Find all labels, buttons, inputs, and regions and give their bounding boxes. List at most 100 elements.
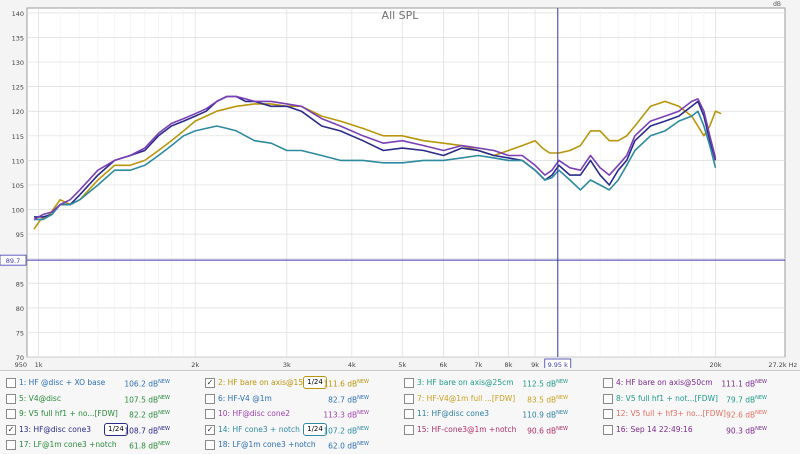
legend-panel: 1: HF @disc + XO base 106.2 dBNEW ✓ 2: HF b… — [0, 370, 800, 454]
legend-value: 110.9 dBNEW — [522, 410, 568, 420]
x-tick-label: 950 — [15, 361, 27, 368]
legend-value: 90.6 dBNEW — [527, 425, 568, 436]
chart-svg[interactable]: 707580859095100105110115120125130135140 … — [0, 0, 800, 370]
legend-checkbox[interactable] — [603, 424, 613, 435]
legend-value: 111.6 dBNEW — [323, 379, 369, 389]
legend-label: 9: V5 full hf1 + no...[FDW] — [19, 409, 118, 418]
legend-checkbox[interactable]: ✓ — [205, 378, 215, 388]
x-tick-label: 8k — [505, 361, 513, 368]
legend-value: 82.7 dBNEW — [328, 394, 369, 405]
legend-checkbox[interactable] — [404, 424, 414, 435]
legend-label: 11: HF@disc cone3 — [417, 409, 490, 418]
legend-checkbox[interactable] — [205, 409, 215, 419]
legend-item[interactable]: 7: HF-V4@1m full ...[FDW] 83.5 dBNEW — [404, 391, 594, 406]
legend-item[interactable]: 12: V5 full + hf3+ no...[FDW] 92.6 dBNEW — [603, 406, 793, 421]
legend-label: 8: V5 full hf1 + not...[FDW] — [616, 393, 718, 403]
legend-item[interactable]: 18: LF@1m cone3 +notch 62.0 dBNEW — [205, 437, 395, 452]
legend-item[interactable]: 15: HF-cone3@1m +notch 90.6 dBNEW — [404, 422, 594, 437]
new-badge: NEW — [755, 394, 767, 401]
legend-label: 13: HF@disc cone3 — [19, 424, 92, 434]
new-badge: NEW — [357, 379, 369, 385]
legend-checkbox[interactable] — [6, 393, 16, 404]
legend-item[interactable]: 17: LF@1m cone3 +notch 61.8 dBNEW — [6, 437, 196, 452]
cursor-x-readout: 9.95 k — [548, 361, 569, 368]
legend-item[interactable]: 11: HF@disc cone3 110.9 dBNEW — [404, 406, 594, 421]
new-badge: NEW — [755, 425, 767, 432]
smoothing-badge[interactable]: 1/24 — [104, 422, 128, 436]
legend-value: 111.1 dBNEW — [721, 379, 767, 389]
legend-label: 18: LF@1m cone3 +notch — [218, 440, 316, 449]
series-line-1[interactable] — [33, 100, 722, 230]
spl-chart[interactable]: 707580859095100105110115120125130135140 … — [0, 0, 800, 370]
series-line-4[interactable] — [33, 95, 717, 221]
cursor: 89.7 9.95 k — [0, 8, 785, 370]
new-badge: NEW — [158, 394, 170, 401]
legend-value: 107.5 dBNEW — [124, 394, 170, 405]
legend-item[interactable]: 3: HF bare on axis@25cm 112.5 dBNEW — [404, 375, 594, 390]
legend-item[interactable]: 1: HF @disc + XO base 106.2 dBNEW — [6, 375, 196, 390]
smoothing-badge[interactable]: 1/24 — [303, 376, 327, 389]
y-tick-label: 135 — [12, 34, 24, 42]
legend-value: 113.3 dBNEW — [323, 410, 369, 420]
legend-item[interactable]: 9: V5 full hf1 + no...[FDW] 82.2 dBNEW — [6, 406, 196, 421]
series-line-2[interactable] — [34, 95, 717, 218]
legend-label: 16: Sep 14 22:49:16 — [616, 424, 693, 434]
new-badge: NEW — [158, 425, 170, 432]
legend-item[interactable]: 5: V4@disc 107.5 dBNEW — [6, 391, 196, 406]
legend-item[interactable]: 8: V5 full hf1 + not...[FDW] 79.7 dBNEW — [603, 391, 793, 406]
y-tick-label: 105 — [12, 182, 24, 190]
plot-area[interactable] — [26, 7, 786, 358]
series-group — [33, 95, 722, 230]
legend-checkbox[interactable] — [6, 409, 16, 419]
legend-item[interactable]: ✓ 14: HF cone3 + notch 1/24 107.2 dBNEW — [205, 422, 395, 437]
y-tick-label: 140 — [12, 10, 24, 18]
legend-checkbox[interactable] — [205, 393, 215, 404]
legend-item[interactable]: 4: HF bare on axis@50cm 111.1 dBNEW — [603, 375, 793, 390]
legend-checkbox[interactable] — [603, 393, 613, 404]
legend-label: 6: HF-V4 @1m — [218, 393, 272, 403]
legend-checkbox[interactable]: ✓ — [6, 424, 16, 435]
x-tick-label: 1k — [35, 361, 43, 368]
x-tick-label: 5k — [398, 361, 406, 368]
legend-checkbox[interactable] — [603, 378, 613, 388]
new-badge: NEW — [556, 379, 568, 385]
legend-value: 62.0 dBNEW — [328, 441, 369, 451]
series-line-3[interactable] — [34, 110, 717, 221]
legend-value: 112.5 dBNEW — [522, 379, 568, 389]
new-badge: NEW — [556, 394, 568, 401]
y-tick-label: 80 — [16, 305, 24, 313]
y-tick-label: 70 — [16, 354, 24, 362]
legend-checkbox[interactable] — [205, 440, 215, 450]
legend-checkbox[interactable] — [603, 409, 613, 419]
new-badge: NEW — [357, 410, 369, 416]
legend-label: 3: HF bare on axis@25cm — [417, 378, 514, 387]
y-tick-label: 120 — [12, 108, 24, 116]
legend-item[interactable]: ✓ 13: HF@disc cone3 1/24 108.7 dBNEW — [6, 422, 196, 437]
legend-checkbox[interactable] — [404, 409, 414, 419]
legend-item[interactable]: 10: HF@disc cone2 113.3 dBNEW — [205, 406, 395, 421]
y-tick-label: 110 — [12, 157, 24, 165]
x-grid: 950 1k 2k 3k 4k 5k 6k 7k 8k 9k 20k 27.2k Hz — [15, 8, 798, 369]
legend-label: 17: LF@1m cone3 +notch — [19, 440, 117, 449]
legend-checkbox[interactable] — [404, 378, 414, 388]
x-tick-label: 9k — [531, 361, 539, 368]
legend-item[interactable]: ✓ 2: HF bare on axis@15cm 1/24 111.6 dBNEW — [205, 375, 395, 390]
legend-label: 1: HF @disc + XO base — [19, 378, 106, 387]
y-unit-label: dB — [773, 1, 781, 8]
x-tick-label: 2k — [191, 361, 199, 368]
legend-value: 61.8 dBNEW — [129, 441, 170, 451]
legend-checkbox[interactable]: ✓ — [205, 424, 215, 435]
legend-checkbox[interactable] — [404, 393, 414, 404]
legend-value: 92.6 dBNEW — [726, 410, 767, 420]
smoothing-badge[interactable]: 1/24 — [303, 422, 327, 436]
legend-label: 15: HF-cone3@1m +notch — [417, 424, 517, 434]
legend-label: 10: HF@disc cone2 — [218, 409, 291, 418]
legend-label: 2: HF bare on axis@15cm — [218, 378, 315, 387]
new-badge: NEW — [556, 410, 568, 416]
legend-checkbox[interactable] — [6, 378, 16, 388]
legend-item[interactable]: 16: Sep 14 22:49:16 90.3 dBNEW — [603, 422, 793, 437]
y-tick-label: 95 — [16, 231, 24, 239]
legend-item[interactable]: 6: HF-V4 @1m 82.7 dBNEW — [205, 391, 395, 406]
x-tick-label: 7k — [474, 361, 482, 368]
legend-checkbox[interactable] — [6, 440, 16, 450]
